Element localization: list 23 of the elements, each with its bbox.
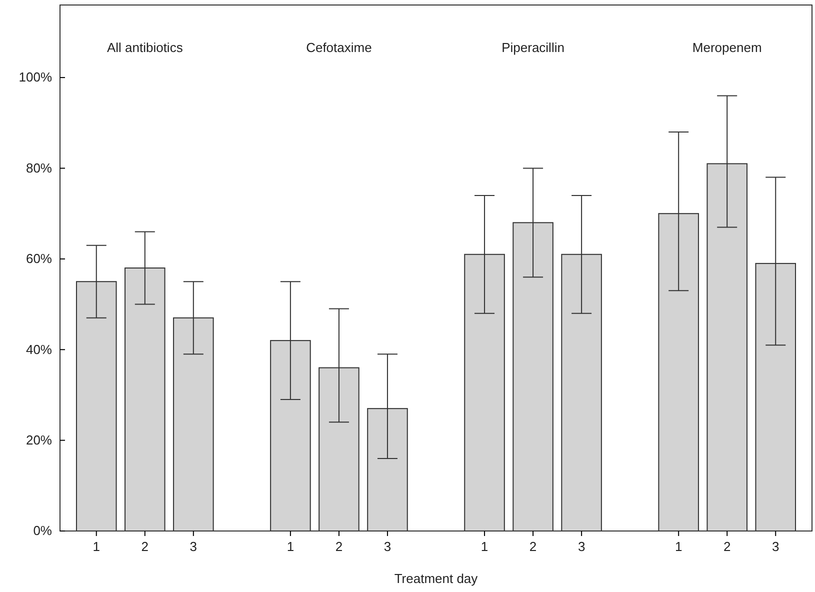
annotation: Meropenem	[692, 40, 762, 55]
x-tick-label: 1	[92, 539, 100, 554]
x-tick-label: 2	[529, 539, 537, 554]
annotation: Piperacillin	[502, 40, 564, 55]
y-tick-label: 20%	[26, 432, 52, 448]
x-axis-title: Treatment day	[394, 571, 478, 586]
x-tick-label: 2	[141, 539, 149, 554]
y-tick-label: 0%	[33, 523, 52, 538]
x-tick-label: 1	[480, 539, 488, 554]
y-tick-label: 40%	[26, 342, 52, 357]
x-tick-label: 1	[674, 539, 682, 554]
annotation: All antibiotics	[106, 40, 184, 55]
x-tick-label: 3	[578, 539, 586, 554]
x-tick-label: 3	[772, 539, 780, 554]
y-tick-label: 60%	[26, 251, 52, 266]
x-tick-label: 3	[190, 539, 198, 554]
y-tick-label: 100%	[18, 70, 52, 85]
annotation: Cefotaxime	[306, 40, 372, 55]
x-tick-label: 3	[384, 539, 392, 554]
x-tick-label: 2	[335, 539, 343, 554]
y-tick-label: 80%	[26, 160, 52, 176]
x-tick-label: 1	[286, 539, 294, 554]
x-tick-label: 2	[723, 539, 731, 554]
